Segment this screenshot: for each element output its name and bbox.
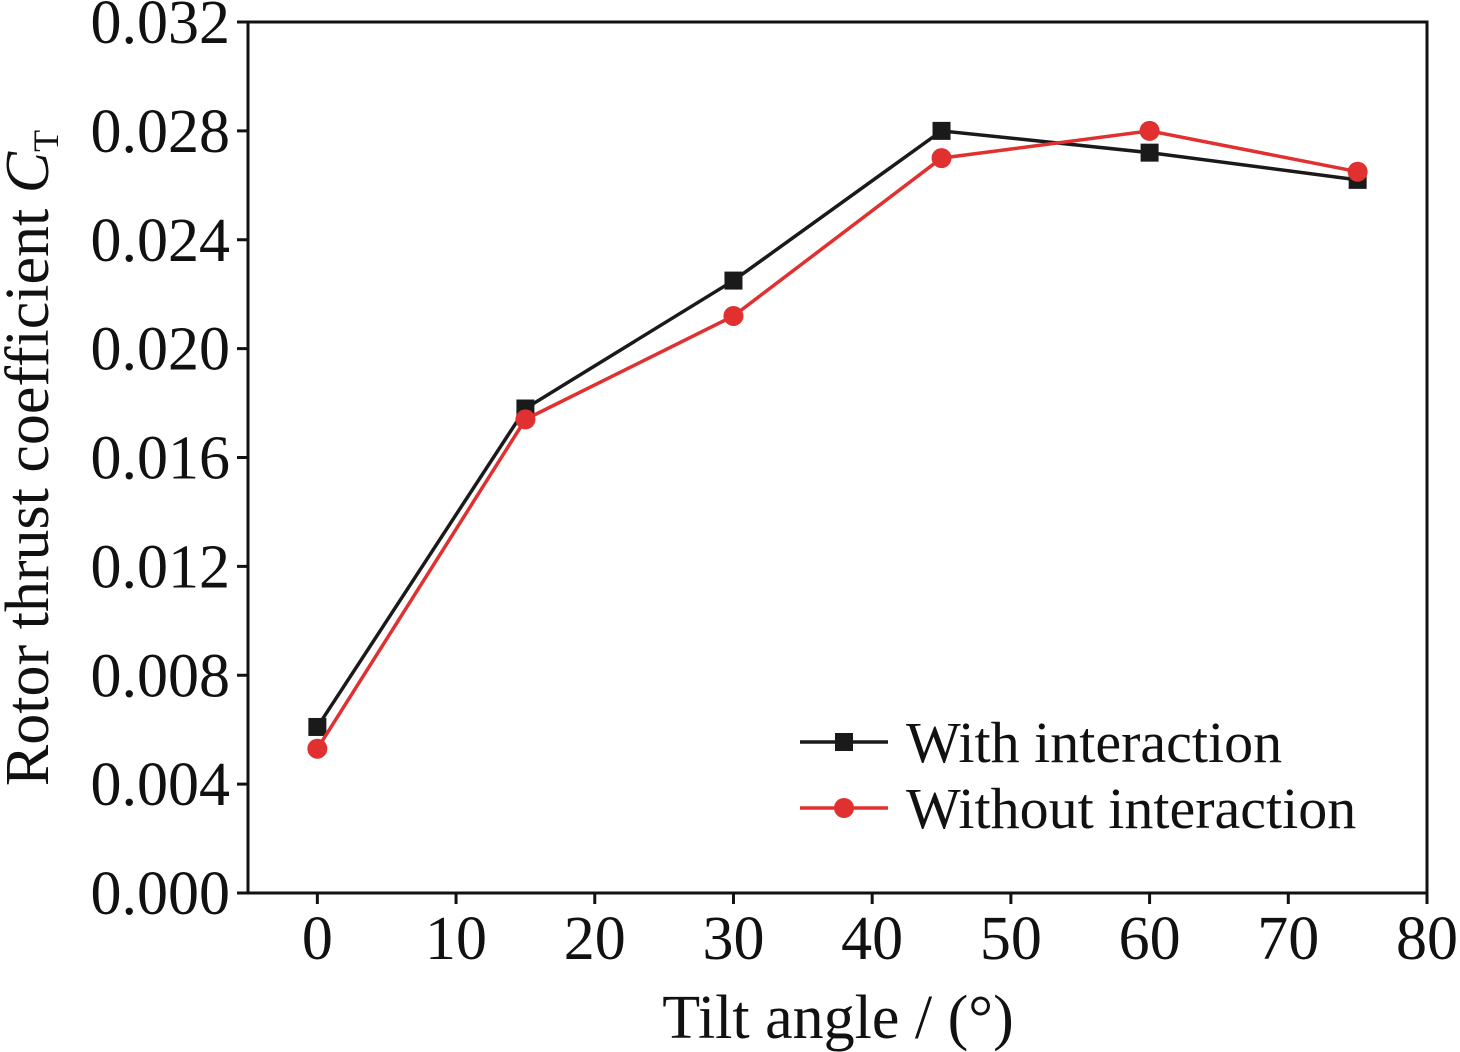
data-point bbox=[723, 305, 744, 326]
series-line bbox=[315, 129, 1358, 750]
x-axis-title: Tilt angle / (°) bbox=[662, 984, 1013, 1052]
data-point bbox=[724, 271, 743, 290]
y-tick-label: 0.024 bbox=[91, 207, 231, 275]
x-tick-label: 30 bbox=[702, 905, 764, 973]
y-tick-label: 0.008 bbox=[91, 642, 231, 710]
axes: 0 10 20 30 40 50 60 70 80 0.000 0.004 0.008 0.012 0.0… bbox=[91, 0, 1459, 973]
y-tick-label: 0.028 bbox=[91, 98, 231, 166]
y-tick-label: 0.000 bbox=[91, 860, 231, 928]
legend-marker bbox=[834, 798, 854, 818]
x-tick-label: 40 bbox=[841, 905, 903, 973]
y-tick-label: 0.016 bbox=[91, 425, 231, 493]
series-without-interaction bbox=[307, 120, 1368, 759]
series-layer bbox=[307, 120, 1368, 759]
y-tick-label: 0.032 bbox=[91, 0, 231, 57]
data-point bbox=[307, 738, 328, 759]
data-point bbox=[308, 717, 327, 736]
series-line bbox=[315, 129, 1358, 728]
y-axis-title-subscript: T bbox=[26, 130, 66, 152]
series-with-interaction bbox=[308, 121, 1367, 736]
data-point bbox=[932, 121, 951, 140]
x-tick-label: 20 bbox=[564, 905, 626, 973]
data-point bbox=[931, 148, 952, 169]
x-tick-label: 60 bbox=[1119, 905, 1181, 973]
y-axis-title: Rotor thrust coefficient CT bbox=[0, 130, 66, 786]
legend-marker bbox=[835, 733, 853, 751]
y-tick-label: 0.012 bbox=[91, 533, 231, 601]
x-tick-label: 10 bbox=[425, 905, 487, 973]
x-tick-label: 70 bbox=[1257, 905, 1319, 973]
data-point bbox=[1139, 120, 1160, 141]
x-tick-label: 50 bbox=[980, 905, 1042, 973]
legend-label: Without interaction bbox=[906, 776, 1356, 841]
x-tick-label: 80 bbox=[1396, 905, 1458, 973]
y-axis-title-symbol: C bbox=[0, 151, 62, 193]
data-point bbox=[1347, 161, 1368, 182]
y-tick-label: 0.004 bbox=[91, 751, 231, 819]
legend-label: With interaction bbox=[906, 710, 1282, 775]
data-point bbox=[1140, 143, 1159, 162]
y-axis-title-main: Rotor thrust coefficient bbox=[0, 193, 62, 786]
y-tick-label: 0.020 bbox=[91, 316, 231, 384]
data-point bbox=[515, 409, 536, 430]
x-tick-label: 0 bbox=[302, 905, 333, 973]
